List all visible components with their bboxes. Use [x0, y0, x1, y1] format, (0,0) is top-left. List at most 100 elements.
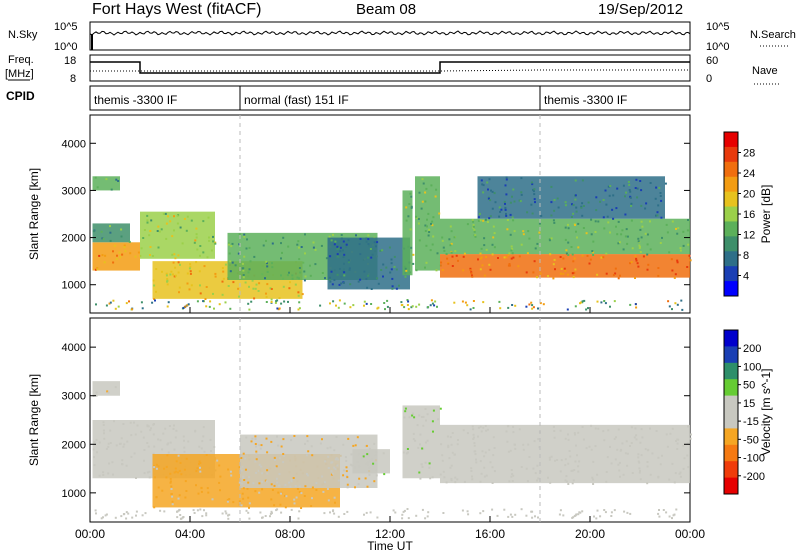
data-cell [637, 237, 640, 240]
data-cell [254, 460, 257, 463]
data-cell [415, 215, 418, 218]
data-cell [346, 486, 349, 489]
data-cell [369, 511, 372, 514]
data-cell [565, 252, 568, 255]
data-cell [228, 513, 231, 516]
data-cell [94, 268, 97, 271]
data-cell [321, 475, 324, 478]
data-cell [296, 487, 299, 490]
data-cell [528, 237, 531, 240]
cpid-label: CPID [6, 89, 35, 103]
data-cell [491, 207, 494, 210]
data-cell [120, 235, 123, 238]
data-cell [511, 473, 514, 476]
data-cell [171, 235, 174, 238]
data-cell [489, 268, 492, 271]
data-cell [214, 272, 217, 275]
data-cell [572, 276, 575, 279]
data-cell [199, 470, 202, 473]
data-cell [238, 481, 241, 484]
data-cell [622, 184, 625, 187]
data-cell [174, 257, 177, 260]
data-cell [474, 453, 477, 456]
data-cell [427, 234, 430, 237]
data-cell [532, 190, 535, 193]
data-cell [675, 440, 677, 442]
data-cell [377, 306, 380, 309]
data-cell [287, 274, 289, 277]
data-cell [479, 512, 482, 515]
data-cell [241, 465, 244, 468]
data-cell [386, 299, 389, 302]
data-cell [536, 242, 539, 245]
data-cell [297, 308, 300, 311]
data-cell [366, 461, 369, 464]
data-cell [246, 487, 249, 490]
data-cell [312, 241, 315, 244]
data-cell [676, 232, 679, 235]
freq-tick-top: 18 [64, 55, 76, 67]
data-cell [165, 465, 168, 468]
data-cell [183, 439, 185, 442]
data-cell [261, 488, 264, 491]
data-cell [562, 257, 565, 260]
data-cell [662, 509, 665, 511]
data-cell [298, 307, 301, 310]
data-cell [386, 305, 389, 308]
data-cell [262, 244, 265, 247]
data-cell [227, 514, 229, 517]
data-cell [448, 238, 451, 241]
data-cell [389, 271, 392, 274]
data-cell [670, 258, 673, 261]
data-cell [265, 296, 268, 298]
data-cell [101, 254, 104, 257]
nsky-tick-bottom: 10^0 [54, 41, 78, 53]
data-cell [332, 233, 334, 236]
data-cell [208, 236, 210, 239]
data-cell [109, 442, 112, 444]
data-cell [463, 480, 466, 483]
data-cell [203, 509, 205, 512]
data-cell [447, 262, 450, 265]
data-cell [347, 261, 350, 264]
data-cell [518, 428, 521, 431]
data-cell [175, 470, 177, 473]
data-cell [304, 233, 306, 236]
data-cell [630, 261, 633, 263]
data-cell [594, 231, 597, 233]
data-cell [340, 282, 343, 285]
data-cell [676, 261, 679, 264]
data-cell [398, 284, 400, 287]
data-cell [565, 480, 568, 483]
data-cell [405, 206, 408, 209]
data-cell [367, 234, 370, 237]
data-cell [644, 232, 647, 235]
data-cell [342, 443, 345, 446]
data-cell [552, 219, 555, 222]
nsky-strip-frame [89, 21, 691, 51]
data-cell [658, 186, 661, 189]
data-cell [510, 469, 513, 471]
data-cell [445, 481, 448, 484]
data-cell [174, 467, 177, 470]
data-cell [359, 237, 362, 240]
data-cell [660, 199, 663, 202]
data-cell [603, 509, 606, 511]
data-cell [154, 476, 156, 479]
data-cell [269, 515, 271, 518]
data-cell [303, 495, 306, 497]
data-cell [274, 301, 277, 304]
data-cell [309, 274, 312, 277]
data-cell [498, 215, 501, 218]
data-cell [571, 203, 573, 206]
x-tick-label: 08:00 [275, 527, 305, 541]
data-cell [581, 510, 584, 513]
data-cell [620, 233, 623, 236]
data-cell [92, 230, 95, 233]
data-cell [420, 463, 423, 466]
data-cell [207, 491, 210, 494]
data-cell [607, 429, 610, 432]
data-cell [370, 288, 373, 290]
data-cell [293, 498, 296, 501]
data-cell [183, 217, 186, 220]
